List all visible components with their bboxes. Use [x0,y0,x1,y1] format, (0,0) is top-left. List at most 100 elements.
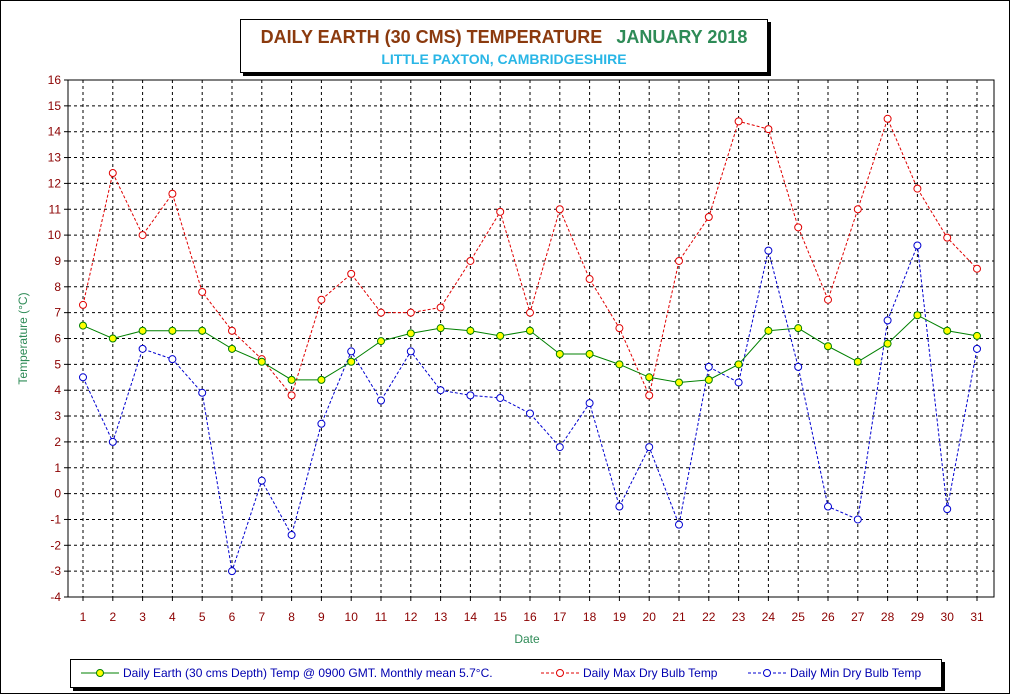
data-point-series-0 [436,324,445,333]
y-tick-label: -4 [50,590,61,604]
y-tick-label: 1 [54,461,61,475]
data-point-series-1 [645,391,654,400]
data-point-series-0 [496,331,505,340]
data-point-series-1 [436,303,445,312]
y-tick-label: 16 [48,73,62,87]
y-tick-label: 15 [48,99,62,113]
data-point-series-2 [943,505,952,514]
data-point-series-2 [853,515,862,524]
data-point-series-1 [287,391,296,400]
x-tick-label: 30 [941,610,955,624]
x-tick-label: 28 [881,610,895,624]
legend-label-max: Daily Max Dry Bulb Temp [583,666,718,680]
x-tick-label: 19 [613,610,627,624]
x-tick-label: 31 [970,610,984,624]
data-point-series-1 [526,308,534,317]
data-point-series-1 [347,269,356,278]
data-point-series-1 [79,300,87,309]
data-point-series-2 [615,502,624,511]
data-point-series-2 [645,443,654,452]
y-tick-label: 3 [54,409,61,423]
data-point-series-0 [228,344,236,353]
data-point-series-0 [79,321,87,330]
x-tick-label: 16 [523,610,537,624]
x-tick-label: 12 [404,610,418,624]
data-point-series-0 [645,373,654,382]
data-point-series-0 [734,360,743,369]
data-point-series-1 [406,308,415,317]
legend-markers [81,669,786,677]
data-point-series-2 [436,386,445,395]
data-point-series-0 [615,360,624,369]
data-point-series-2 [764,246,773,255]
chart-subtitle: LITTLE PAXTON, CAMBRIDGESHIRE [381,51,627,67]
data-point-series-1 [794,223,803,232]
y-tick-label: 11 [49,202,62,216]
y-tick-label: 13 [48,151,62,165]
x-tick-label: 6 [229,610,236,624]
data-point-series-1 [377,308,385,317]
legend-label-earth: Daily Earth (30 cms Depth) Temp @ 0900 G… [123,666,493,680]
data-point-series-2 [466,391,475,400]
data-point-series-2 [198,388,207,397]
x-tick-label: 5 [199,610,206,624]
y-tick-label: 9 [54,254,61,268]
data-point-series-2 [883,316,892,325]
data-point-series-1 [883,114,892,123]
x-tick-label: 13 [434,610,448,624]
x-tick-label: 3 [139,610,146,624]
data-point-series-2 [496,393,505,402]
x-tick-label: 23 [732,610,746,624]
data-point-series-0 [347,357,356,366]
data-point-series-1 [675,256,683,265]
y-tick-label: 4 [54,383,61,397]
data-point-series-0 [883,339,892,348]
data-point-series-1 [853,205,862,214]
data-point-series-2 [734,378,743,387]
x-tick-label: 21 [672,610,686,624]
y-tick-label: 2 [54,435,61,449]
data-point-series-0 [108,334,117,343]
data-point-series-2 [317,419,326,428]
data-point-series-0 [198,326,207,335]
data-point-series-1 [615,324,624,333]
y-tick-label: 5 [54,357,61,371]
x-tick-label: 29 [911,610,925,624]
x-tick-label: 17 [553,610,567,624]
legend-marker-min [763,669,771,677]
data-point-series-0 [555,350,564,359]
y-tick-label: 14 [48,125,62,139]
data-point-series-1 [108,169,117,178]
legend-marker-earth [96,669,104,677]
data-point-series-0 [406,329,415,338]
legend-marker-max [556,669,564,677]
legend-label-min: Daily Min Dry Bulb Temp [790,666,922,680]
data-point-series-1 [764,125,773,134]
series-line-0 [82,314,978,383]
data-point-series-1 [734,117,743,126]
data-point-series-2 [973,344,981,353]
data-point-series-2 [913,241,922,250]
data-point-series-1 [168,189,177,198]
data-point-series-1 [138,231,147,240]
data-point-series-0 [913,311,922,320]
data-point-series-2 [347,347,356,356]
data-point-series-2 [585,399,594,408]
x-tick-label: 25 [792,610,806,624]
data-point-series-2 [138,344,147,353]
x-tick-label: 26 [821,610,835,624]
chart-title-month: JANUARY 2018 [616,27,748,47]
x-tick-label: 14 [464,610,478,624]
y-tick-label: -1 [50,512,61,526]
data-point-series-2 [168,355,177,364]
x-tick-label: 9 [318,610,325,624]
y-tick-label: -3 [50,564,61,578]
data-point-series-0 [257,357,266,366]
data-point-series-0 [973,331,981,340]
data-point-series-1 [317,295,326,304]
data-point-series-2 [377,396,385,405]
data-point-series-2 [406,347,415,356]
legend: Daily Earth (30 cms Depth) Temp @ 0900 G… [70,659,942,688]
data-point-series-1 [555,205,564,214]
data-point-series-2 [704,362,713,371]
